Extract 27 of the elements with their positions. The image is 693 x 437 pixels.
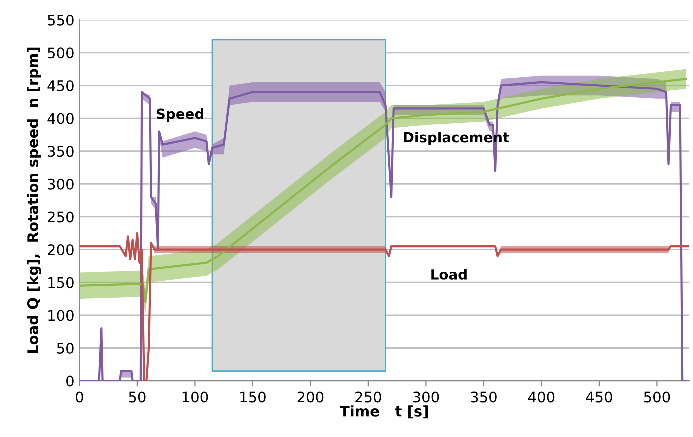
y-tick-label: 450 bbox=[48, 80, 74, 92]
y-tick-label: 400 bbox=[48, 113, 74, 124]
x-tick-label: 150 bbox=[240, 392, 266, 403]
y-axis-title: Load Q [kg], Rotation speed n [rpm] bbox=[27, 48, 42, 354]
y-tick-label: 200 bbox=[48, 244, 74, 256]
y-tick-label: 300 bbox=[48, 178, 74, 190]
x-tick-label: 0 bbox=[76, 392, 84, 403]
x-tick-label: 250 bbox=[356, 392, 382, 403]
series-label: Speed bbox=[156, 108, 204, 122]
y-tick-label: 50 bbox=[57, 342, 74, 354]
x-tick-label: 300 bbox=[413, 392, 440, 403]
y-tick-label: 0 bbox=[66, 376, 74, 387]
x-tick-label: 400 bbox=[528, 392, 555, 403]
x-tick-label: 450 bbox=[586, 392, 612, 403]
y-tick-label: 500 bbox=[48, 48, 74, 59]
y-tick-label: 150 bbox=[48, 277, 74, 288]
x-axis-title: Time t [s] bbox=[340, 406, 428, 419]
y-tick-label: 550 bbox=[48, 14, 74, 26]
x-tick-label: 350 bbox=[471, 392, 497, 403]
x-tick-label: 200 bbox=[298, 392, 324, 403]
y-tick-label: 350 bbox=[48, 146, 74, 158]
y-tick-label: 100 bbox=[48, 310, 74, 322]
y-tick-label: 250 bbox=[48, 212, 74, 223]
x-tick-label: 100 bbox=[182, 392, 208, 403]
series-label: Load bbox=[432, 269, 467, 280]
x-tick-label: 500 bbox=[644, 392, 670, 403]
x-tick-label: 50 bbox=[129, 392, 146, 403]
